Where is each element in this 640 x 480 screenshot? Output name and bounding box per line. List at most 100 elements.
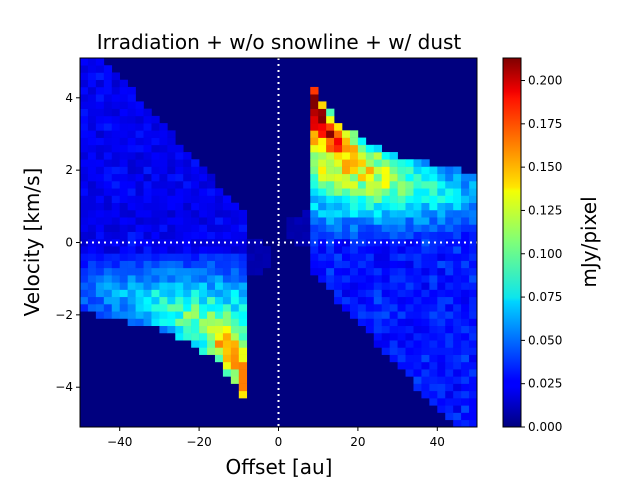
heatmap-cell (453, 376, 462, 384)
heatmap-cell (461, 282, 470, 290)
heatmap-cell (159, 152, 168, 160)
heatmap-cell (453, 209, 462, 218)
heatmap-cell (127, 188, 136, 196)
heatmap-cell (334, 267, 343, 276)
heatmap-cell (326, 159, 335, 167)
heatmap-cell (421, 181, 430, 189)
heatmap-cell (207, 231, 216, 240)
heatmap-cell (127, 289, 136, 298)
heatmap-cell (437, 318, 446, 327)
heatmap-cell (87, 94, 97, 102)
heatmap-cell (95, 72, 105, 81)
heatmap-cell (151, 123, 160, 131)
heatmap-cell (357, 137, 367, 146)
heatmap-cell (326, 246, 335, 254)
heatmap-cell (413, 369, 422, 377)
heatmap-cell (222, 318, 232, 327)
heatmap-cell (95, 144, 105, 153)
heatmap-cell (445, 289, 454, 298)
heatmap-cell (95, 311, 105, 319)
heatmap-cell (342, 181, 351, 189)
heatmap-cell (238, 332, 248, 341)
heatmap-cell (103, 275, 113, 283)
heatmap-cell (214, 260, 224, 269)
heatmap-cell (80, 137, 89, 146)
heatmap-cell (310, 267, 319, 276)
heatmap-cell (397, 195, 406, 204)
heatmap-cell (119, 152, 128, 160)
heatmap-cell (461, 318, 470, 327)
heatmap-cell (429, 275, 438, 283)
heatmap-cell (405, 275, 414, 283)
heatmap-cell (159, 311, 168, 319)
heatmap-cell (373, 282, 383, 290)
heatmap-cell (207, 209, 216, 218)
heatmap-cell (95, 65, 105, 73)
heatmap-cell (191, 304, 200, 312)
heatmap-cell (127, 318, 136, 327)
heatmap-cell (373, 238, 383, 247)
heatmap-cell (207, 195, 216, 204)
heatmap-cell (365, 325, 375, 334)
heatmap-cell (429, 340, 438, 348)
heatmap-cell (469, 224, 478, 232)
heatmap-cell (445, 173, 454, 182)
heatmap-cell (294, 217, 303, 225)
heatmap-cell (429, 188, 438, 196)
heatmap-cell (238, 304, 248, 312)
heatmap-cell (151, 246, 160, 254)
heatmap-cell (95, 217, 105, 225)
heatmap-cell (397, 188, 406, 196)
heatmap-cell (95, 260, 105, 269)
heatmap-cell (445, 267, 454, 276)
heatmap-cell (80, 173, 89, 182)
heatmap-cell (143, 144, 152, 153)
heatmap-cell (389, 347, 398, 355)
heatmap-cell (413, 209, 422, 218)
heatmap-cell (87, 166, 97, 175)
heatmap-cell (342, 217, 351, 225)
heatmap-cell (469, 173, 478, 182)
heatmap-cell (143, 181, 152, 189)
heatmap-cell (159, 296, 168, 305)
heatmap-cell (326, 217, 335, 225)
heatmap-cell (175, 260, 184, 269)
heatmap-cell (310, 246, 319, 254)
heatmap-cell (469, 412, 478, 421)
heatmap-cell (87, 253, 97, 261)
heatmap-cell (199, 202, 208, 211)
heatmap-cell (373, 332, 383, 341)
heatmap-cell (95, 115, 105, 124)
heatmap-cell (397, 202, 406, 211)
heatmap-cell (429, 332, 438, 341)
heatmap-cell (373, 267, 383, 276)
heatmap-cell (357, 202, 367, 211)
heatmap-cell (111, 181, 120, 189)
heatmap-cell (214, 340, 224, 348)
heatmap-cell (199, 289, 208, 298)
heatmap-cell (381, 275, 390, 283)
heatmap-cell (469, 398, 478, 406)
heatmap-cell (222, 340, 232, 348)
heatmap-cell (389, 332, 398, 341)
heatmap-cell (135, 159, 144, 167)
heatmap-cell (167, 224, 176, 232)
heatmap-cell (334, 282, 343, 290)
heatmap-cell (381, 231, 390, 240)
heatmap-cell (453, 246, 462, 254)
heatmap-cell (342, 289, 351, 298)
heatmap-cell (318, 253, 327, 261)
heatmap-cell (357, 246, 367, 254)
heatmap-cell (207, 238, 216, 247)
heatmap-cell (207, 289, 216, 298)
colorbar-tick-label: 0.075 (528, 290, 562, 304)
heatmap-cell (413, 282, 422, 290)
heatmap-cell (222, 209, 232, 218)
heatmap-cell (127, 282, 136, 290)
heatmap-cell (80, 282, 89, 290)
heatmap-cell (143, 123, 152, 131)
heatmap-cell (87, 65, 97, 73)
heatmap-cell (80, 289, 89, 298)
heatmap-cell (167, 152, 176, 160)
heatmap-cell (80, 115, 89, 124)
